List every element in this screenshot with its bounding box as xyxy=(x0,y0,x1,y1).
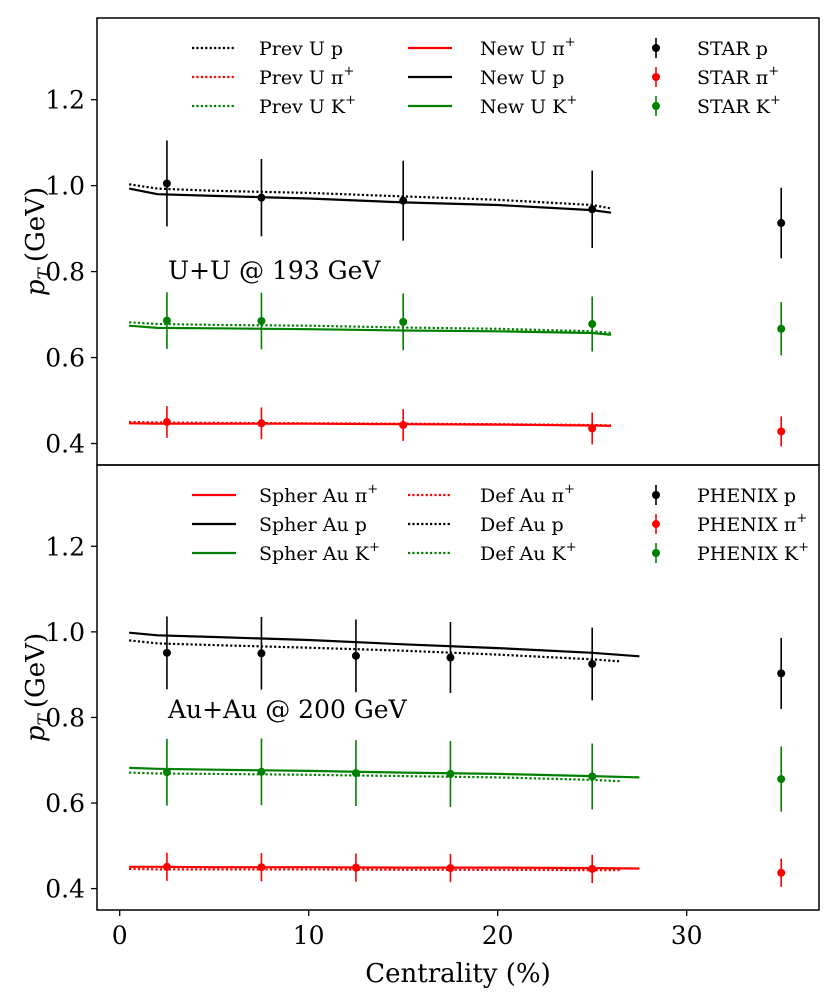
point-phenix-pi-plus xyxy=(257,863,266,872)
point-star-k-plus xyxy=(162,316,171,325)
legend-marker-star-p xyxy=(652,44,660,52)
legend-label-new-u-k-plus: New U K+ xyxy=(480,93,577,118)
xtick-label: 10 xyxy=(293,921,325,950)
legend-label-new-u-p: New U p xyxy=(480,67,564,89)
series-spher-au-k-plus xyxy=(129,766,640,779)
legend-label-prev-u-k-plus: Prev U K+ xyxy=(259,93,356,118)
point-phenix-p xyxy=(351,651,360,660)
bottom-y-axis-title: pT(GeV) xyxy=(21,633,55,742)
point-star-pi-plus xyxy=(777,427,786,436)
point-phenix-p xyxy=(446,653,455,662)
series-def-au-k-plus xyxy=(129,771,621,783)
point-star-pi-plus xyxy=(162,418,171,427)
point-phenix-p xyxy=(777,669,786,678)
series-new-u-p xyxy=(128,187,612,214)
point-star-p xyxy=(399,196,408,205)
point-phenix-k-plus xyxy=(446,769,455,778)
top-ytick-label: 1.2 xyxy=(45,86,85,115)
xtick-label: 30 xyxy=(671,921,703,950)
series-def-au-pi-plus xyxy=(129,867,621,872)
legend-label-def-au-k-plus: Def Au K+ xyxy=(480,540,577,565)
legend-marker-star-k-plus xyxy=(652,102,660,110)
point-star-pi-plus xyxy=(257,419,266,428)
point-star-pi-plus xyxy=(399,421,408,430)
top-ytick-label: 0.4 xyxy=(45,430,85,459)
point-star-p xyxy=(257,193,266,202)
top-y-axis-title: pT(GeV) xyxy=(21,187,55,296)
top-ytick-label: 0.8 xyxy=(45,258,85,287)
bottom-ytick-label: 0.4 xyxy=(45,875,85,904)
legend-label-star-k-plus: STAR K+ xyxy=(697,93,781,118)
point-star-p xyxy=(162,179,171,188)
bottom-legend: Spher Au π+ Spher Au p Spher Au K+ Def Au π… xyxy=(192,482,809,565)
bottom-annotation: Au+Au @ 200 GeV xyxy=(167,695,408,724)
point-phenix-p xyxy=(162,648,171,657)
legend-marker-star-pi-plus xyxy=(652,73,660,81)
point-phenix-p xyxy=(588,659,597,668)
bottom-ytick-label: 0.6 xyxy=(45,789,85,818)
legend-marker-phenix-p xyxy=(652,491,660,499)
point-phenix-pi-plus xyxy=(162,862,171,871)
point-phenix-k-plus xyxy=(162,768,171,777)
legend-label-def-au-p: Def Au p xyxy=(480,514,564,536)
legend-marker-phenix-k-plus xyxy=(652,549,660,557)
bottom-ytick-label: 0.8 xyxy=(45,703,85,732)
bottom-frame xyxy=(96,464,820,911)
xtick-label: 20 xyxy=(482,921,514,950)
top-panel: 0.4 0.6 0.8 1.0 1.2 pT(GeV) U+U @ 193 GeV Prev … xyxy=(21,17,820,466)
series-spher-au-pi-plus xyxy=(129,865,640,870)
point-star-k-plus xyxy=(399,317,408,326)
bottom-ytick-label: 1.2 xyxy=(45,532,85,561)
legend-label-phenix-p: PHENIX p xyxy=(697,485,796,507)
point-star-p xyxy=(777,219,786,228)
legend-label-star-p: STAR p xyxy=(697,38,768,60)
legend-label-prev-u-p: Prev U p xyxy=(259,38,343,60)
point-phenix-k-plus xyxy=(588,772,597,781)
legend-label-def-au-pi-plus: Def Au π+ xyxy=(480,482,575,507)
legend-marker-phenix-pi-plus xyxy=(652,520,660,528)
bottom-ytick-label: 1.0 xyxy=(45,618,85,647)
legend-label-spher-au-p: Spher Au p xyxy=(259,514,367,536)
point-phenix-k-plus xyxy=(257,767,266,776)
point-phenix-pi-plus xyxy=(588,864,597,873)
top-ytick-label: 0.6 xyxy=(45,344,85,373)
point-phenix-pi-plus xyxy=(446,864,455,873)
legend-label-new-u-pi-plus: New U π+ xyxy=(480,35,576,60)
xtick-label: 0 xyxy=(112,921,128,950)
point-star-k-plus xyxy=(257,317,266,326)
point-phenix-p xyxy=(257,649,266,658)
top-legend: Prev U p Prev U π+ Prev U K+ New U π+ New U … xyxy=(192,35,781,118)
point-star-p xyxy=(588,205,597,214)
x-axis: 0 10 20 30 Centrality (%) xyxy=(112,910,703,989)
point-star-pi-plus xyxy=(588,424,597,433)
legend-label-prev-u-pi-plus: Prev U π+ xyxy=(259,64,354,89)
point-phenix-k-plus xyxy=(777,775,786,784)
top-ytick-label: 1.0 xyxy=(45,172,85,201)
bottom-panel: 0.4 0.6 0.8 1.0 1.2 pT(GeV) Au+Au @ 200 GeV Sph… xyxy=(21,464,820,911)
legend-label-star-pi-plus: STAR π+ xyxy=(697,64,779,89)
point-star-k-plus xyxy=(588,320,597,329)
top-annotation: U+U @ 193 GeV xyxy=(168,256,381,285)
legend-label-phenix-k-plus: PHENIX K+ xyxy=(697,540,809,565)
legend-label-spher-au-pi-plus: Spher Au π+ xyxy=(259,482,378,507)
legend-label-phenix-pi-plus: PHENIX π+ xyxy=(697,511,807,536)
x-axis-title: Centrality (%) xyxy=(365,959,550,989)
point-phenix-pi-plus xyxy=(777,868,786,877)
point-star-k-plus xyxy=(777,324,786,333)
point-phenix-pi-plus xyxy=(351,863,360,872)
point-phenix-k-plus xyxy=(351,769,360,778)
legend-label-spher-au-k-plus: Spher Au K+ xyxy=(259,540,380,565)
